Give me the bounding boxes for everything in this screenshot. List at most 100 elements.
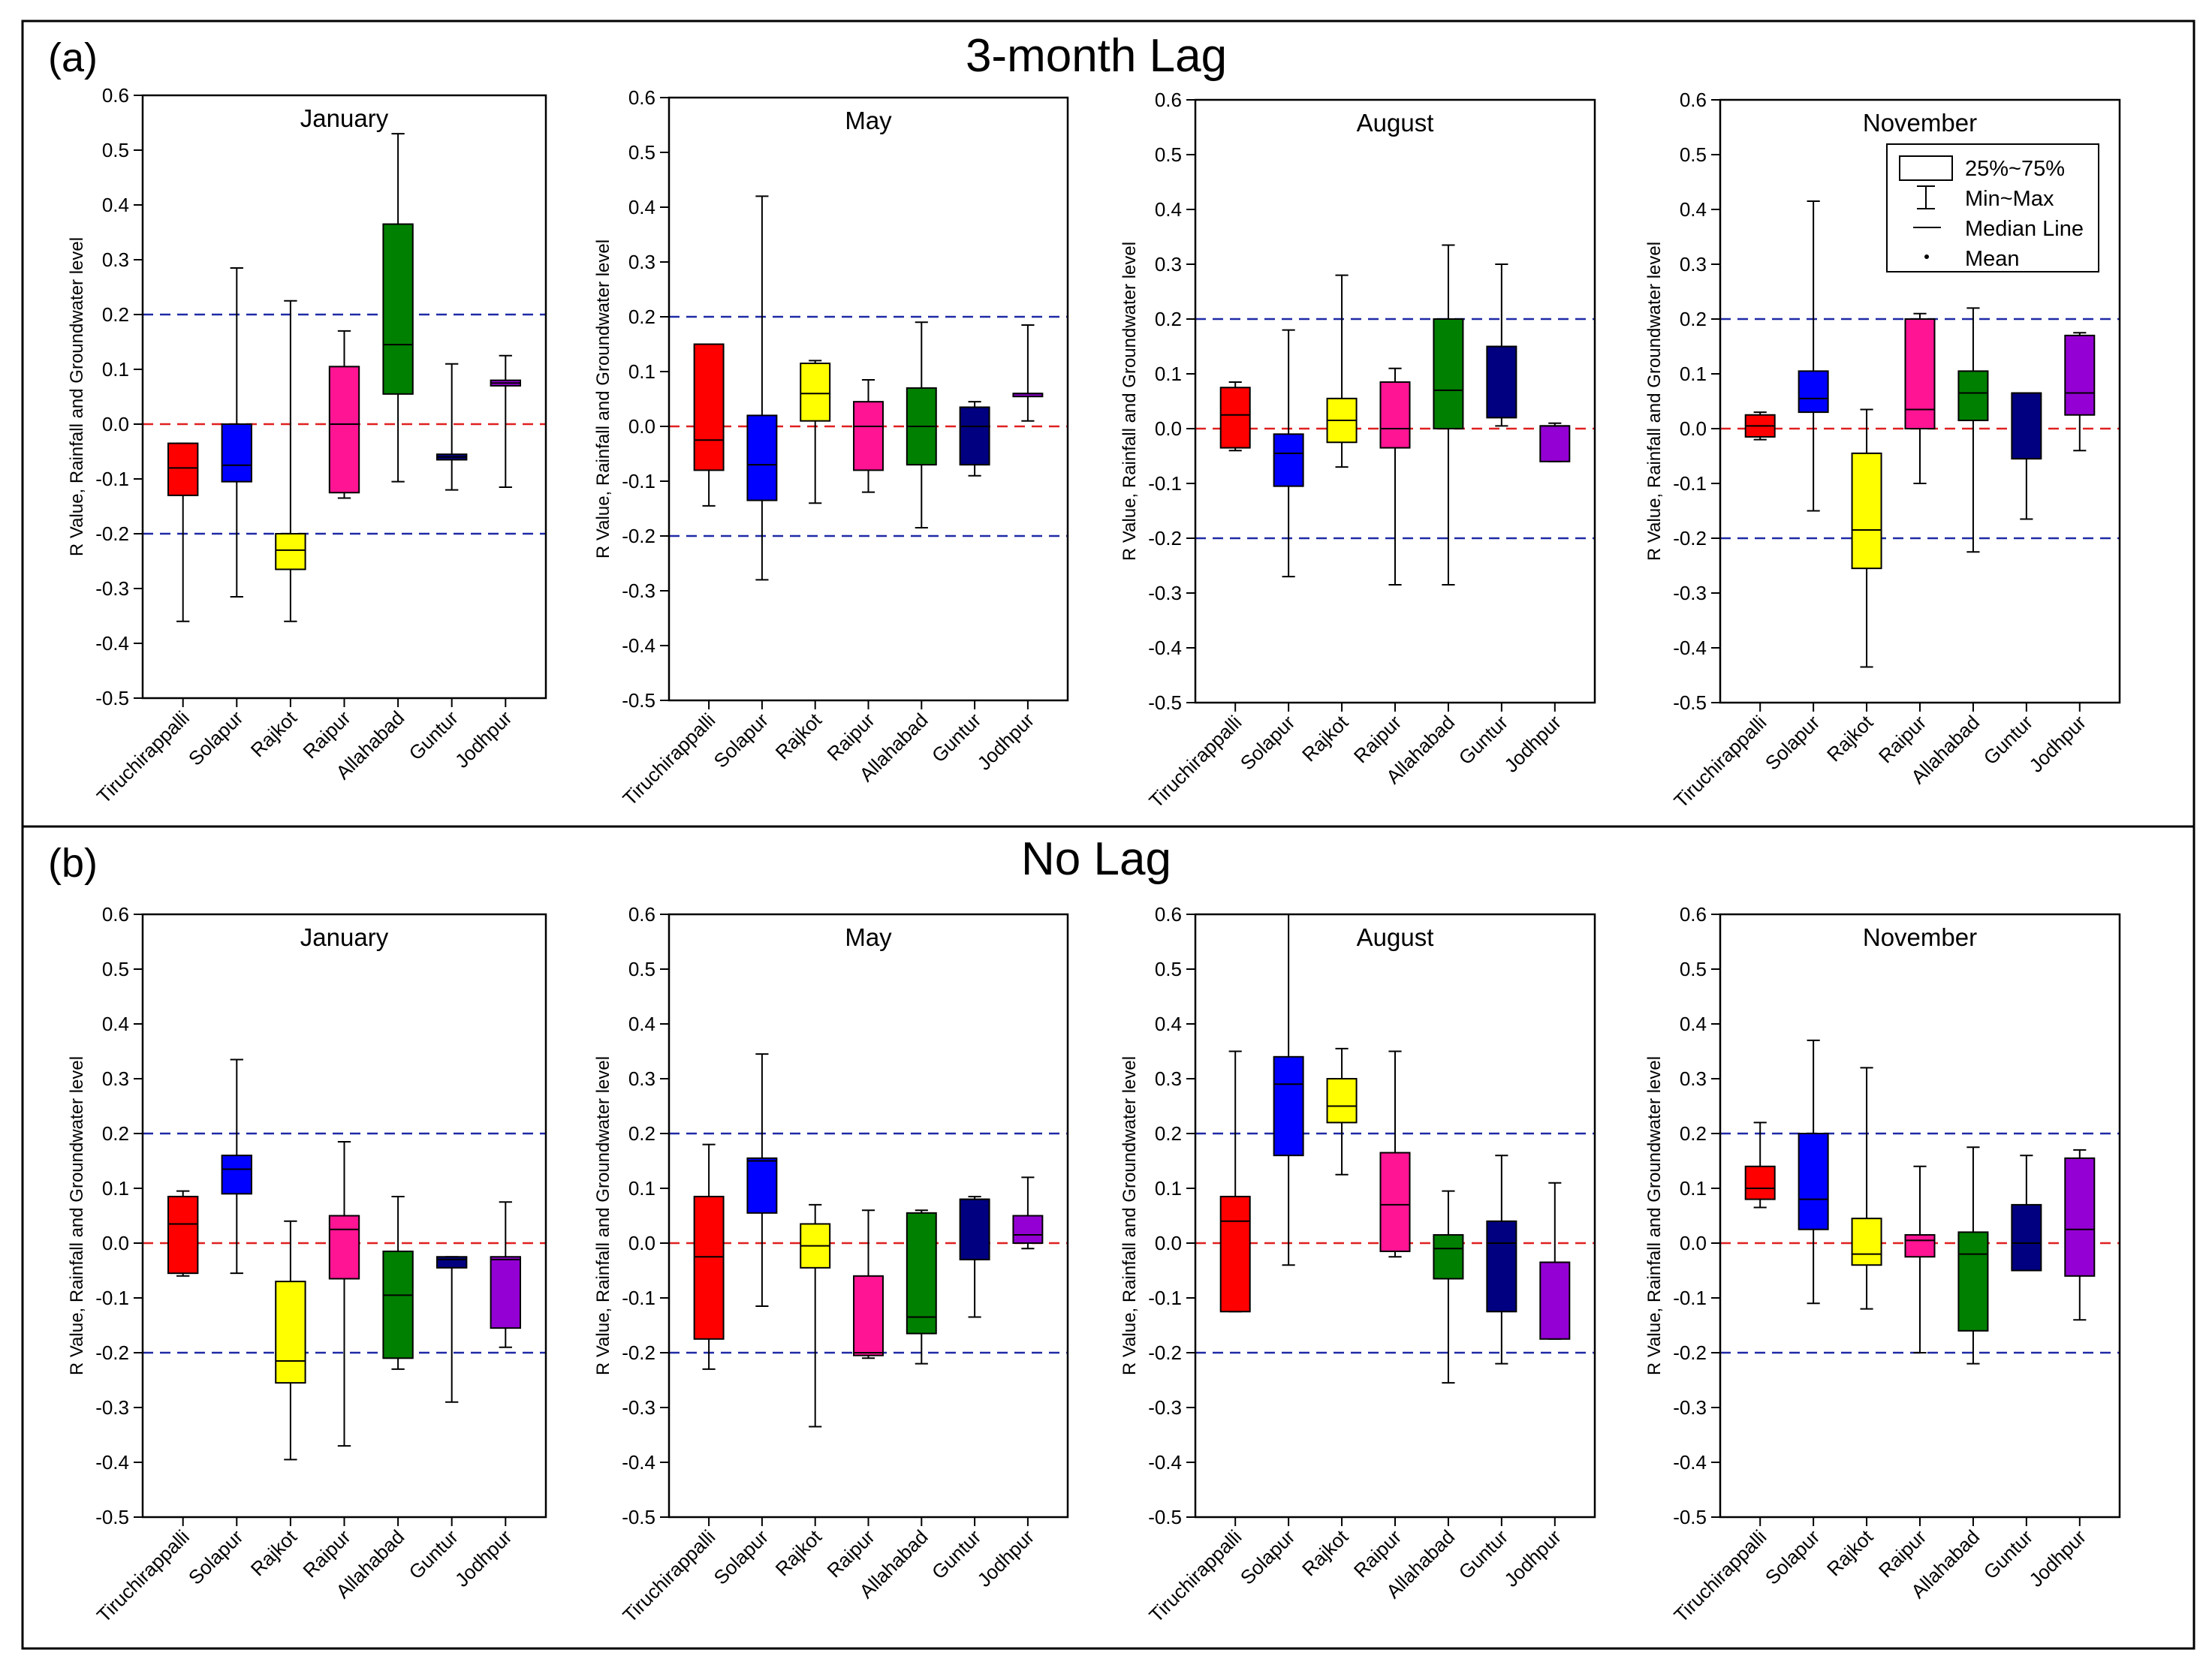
- legend-box-label: 25%~75%: [1965, 157, 2065, 181]
- box-solapur: [1273, 433, 1304, 487]
- legend-median-label: Median Line: [1965, 217, 2084, 241]
- y-tick-label: 0.5: [102, 139, 129, 161]
- y-tick-label: 0.3: [102, 1067, 129, 1090]
- legend-whisker-swatch: [1917, 185, 1935, 209]
- y-tick-label: 0.4: [628, 1013, 655, 1035]
- y-axis-label: R Value, Rainfall and Groundwater level: [593, 239, 613, 559]
- y-tick-label: -0.5: [1148, 691, 1182, 714]
- y-tick-label: 0.0: [628, 415, 655, 438]
- box-raipur: [853, 1275, 884, 1356]
- panel-b-label: (b): [48, 841, 98, 886]
- y-tick-label: 0.3: [628, 1067, 655, 1090]
- y-tick-label: 0.2: [102, 303, 129, 326]
- box-allahabad: [906, 1212, 937, 1335]
- box-solapur: [221, 1155, 252, 1195]
- y-tick-label: -0.5: [622, 689, 655, 712]
- box-rajkot: [800, 363, 831, 422]
- y-tick-label: 0.2: [628, 1122, 655, 1145]
- y-tick-label: -0.3: [1673, 582, 1707, 604]
- box-solapur: [221, 423, 252, 483]
- y-tick-label: -0.1: [1673, 1287, 1707, 1309]
- box-tiruchirappalli: [1219, 387, 1251, 449]
- y-tick-label: -0.2: [622, 1341, 655, 1364]
- y-tick-label: 0.6: [628, 903, 655, 926]
- y-tick-label: 0.0: [628, 1232, 655, 1254]
- box-solapur: [1273, 1055, 1304, 1157]
- box-jodhpur: [2064, 334, 2096, 416]
- box-tiruchirappalli: [1744, 1165, 1776, 1200]
- legend-mean-swatch: [1924, 254, 1929, 259]
- box-solapur: [1798, 370, 1829, 414]
- y-tick-label: 0.4: [102, 194, 129, 216]
- y-tick-label: 0.2: [628, 306, 655, 328]
- box-allahabad: [1957, 370, 1989, 422]
- box-jodhpur: [490, 1256, 521, 1329]
- chart-title: May: [845, 107, 892, 134]
- box-guntur: [2011, 392, 2042, 460]
- y-tick-label: 0.1: [102, 1177, 129, 1200]
- box-tiruchirappalli: [693, 1195, 725, 1340]
- y-tick-label: -0.4: [622, 634, 655, 657]
- y-tick-label: 0.6: [1155, 89, 1182, 111]
- box-allahabad: [382, 1250, 414, 1359]
- y-tick-label: 0.2: [1680, 1122, 1707, 1145]
- y-tick-label: -0.5: [95, 1506, 129, 1528]
- y-tick-label: 0.3: [1155, 1067, 1182, 1090]
- y-axis-label: R Value, Rainfall and Groundwater level: [1120, 242, 1140, 561]
- panel-a-label: (a): [48, 35, 98, 80]
- box-allahabad: [382, 223, 414, 395]
- y-tick-label: 0.4: [102, 1013, 129, 1035]
- y-axis-label: R Value, Rainfall and Groundwater level: [67, 1056, 87, 1375]
- chart-title: November: [1863, 923, 1977, 951]
- box-raipur: [853, 401, 884, 471]
- y-tick-label: -0.3: [1148, 1396, 1182, 1419]
- chart-title: January: [300, 104, 389, 132]
- chart-title: January: [300, 923, 389, 951]
- y-tick-label: -0.5: [1673, 691, 1707, 714]
- box-jodhpur: [1539, 425, 1571, 462]
- y-tick-label: -0.2: [1148, 527, 1182, 549]
- box-rajkot: [1851, 452, 1882, 570]
- y-tick-label: 0.3: [1680, 253, 1707, 275]
- y-tick-label: 0.2: [1155, 308, 1182, 330]
- y-tick-label: 0.4: [1680, 1013, 1707, 1035]
- y-tick-label: -0.2: [1148, 1341, 1182, 1364]
- y-tick-label: -0.2: [1673, 1341, 1707, 1364]
- box-raipur: [1904, 318, 1936, 429]
- y-tick-label: -0.3: [95, 577, 129, 600]
- y-tick-label: -0.5: [1148, 1506, 1182, 1528]
- y-tick-label: -0.4: [1148, 1451, 1182, 1474]
- y-axis-label: R Value, Rainfall and Groundwater level: [593, 1056, 613, 1375]
- y-tick-label: -0.1: [1673, 472, 1707, 495]
- y-tick-label: 0.4: [1155, 1013, 1182, 1035]
- box-allahabad: [1957, 1231, 1989, 1332]
- y-tick-label: 0.0: [1155, 417, 1182, 440]
- y-tick-label: -0.1: [622, 1287, 655, 1309]
- box-raipur: [1379, 381, 1411, 449]
- y-tick-label: 0.6: [1680, 89, 1707, 111]
- y-tick-label: 0.6: [102, 84, 129, 107]
- y-tick-label: 0.5: [628, 141, 655, 164]
- y-tick-label: -0.5: [622, 1506, 655, 1528]
- box-allahabad: [1433, 318, 1464, 429]
- y-tick-label: -0.2: [95, 522, 129, 545]
- y-axis-label: R Value, Rainfall and Groundwater level: [67, 237, 87, 556]
- box-rajkot: [1851, 1218, 1882, 1266]
- box-raipur: [1379, 1152, 1411, 1252]
- panel-a-title: 3-month Lag: [966, 30, 1227, 82]
- y-tick-label: -0.3: [622, 580, 655, 602]
- y-tick-label: -0.3: [1673, 1396, 1707, 1419]
- box-guntur: [1486, 1220, 1517, 1313]
- y-tick-label: 0.0: [1155, 1232, 1182, 1254]
- y-tick-label: -0.1: [95, 1287, 129, 1309]
- chart-title: August: [1357, 923, 1434, 951]
- y-tick-label: 0.6: [1680, 903, 1707, 926]
- y-tick-label: 0.1: [1155, 363, 1182, 385]
- y-tick-label: 0.0: [102, 1232, 129, 1254]
- box-allahabad: [1433, 1234, 1464, 1280]
- y-tick-label: -0.4: [1673, 637, 1707, 659]
- y-tick-label: 0.4: [1155, 198, 1182, 221]
- panel-b-title: No Lag: [1021, 833, 1171, 885]
- legend-box-swatch: [1899, 155, 1953, 181]
